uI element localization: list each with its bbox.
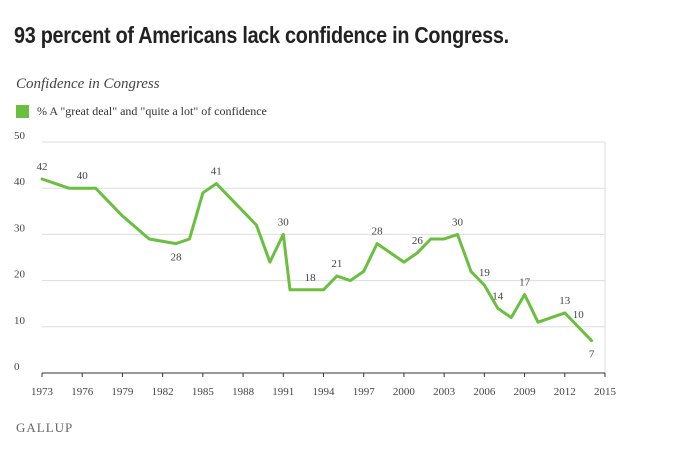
data-label-1991: 30	[278, 216, 290, 228]
data-label-2001: 26	[412, 235, 424, 247]
x-tick-label-2012: 2012	[554, 386, 576, 398]
data-label-2009: 17	[519, 276, 531, 288]
y-tick-label-50: 50	[14, 130, 26, 142]
chart-title: Confidence in Congress	[16, 76, 160, 92]
x-tick-label-2006: 2006	[473, 386, 496, 398]
x-tick-label-1988: 1988	[232, 386, 255, 398]
series-line-0	[40, 177, 594, 343]
y-tick-label-30: 30	[14, 222, 26, 234]
x-tick-label-1973: 1973	[31, 386, 54, 398]
data-label-2014: 7	[589, 349, 595, 361]
gallup-logo: GALLUP	[16, 420, 74, 435]
data-label-2004: 30	[452, 216, 464, 228]
data-label-2007: 14	[492, 290, 504, 302]
x-tick-label-1994: 1994	[313, 386, 336, 398]
x-tick-label-1982: 1982	[152, 386, 174, 398]
data-label-2013: 10	[573, 309, 585, 321]
data-label-1995: 21	[331, 258, 342, 270]
page-title: 93 percent of Americans lack confidence …	[14, 22, 509, 48]
data-label-1998: 28	[372, 226, 384, 238]
data-label-2006: 19	[479, 267, 491, 279]
data-label-1973: 42	[37, 161, 48, 173]
x-tick-label-2009: 2009	[514, 386, 537, 398]
x-tick-label-1997: 1997	[353, 386, 376, 398]
legend-swatch	[16, 105, 29, 118]
data-label-1993: 18	[305, 272, 317, 284]
x-tick-label-1991: 1991	[272, 386, 294, 398]
x-tick-label-2003: 2003	[433, 386, 456, 398]
data-label-1986: 41	[211, 166, 222, 178]
y-tick-label-10: 10	[14, 315, 26, 327]
y-tick-label-0: 0	[14, 361, 20, 373]
chart-legend: % A "great deal" and "quite a lot" of co…	[16, 104, 267, 119]
x-tick-label-1979: 1979	[111, 386, 134, 398]
x-tick-label-1985: 1985	[192, 386, 215, 398]
x-tick-label-2000: 2000	[393, 386, 416, 398]
data-label-2012: 13	[559, 295, 571, 307]
legend-label: % A "great deal" and "quite a lot" of co…	[37, 104, 267, 118]
y-tick-label-20: 20	[14, 269, 26, 281]
y-tick-label-40: 40	[14, 176, 26, 188]
x-tick-label-1976: 1976	[71, 386, 94, 398]
x-tick-label-2015: 2015	[594, 386, 617, 398]
data-label-1983: 28	[171, 252, 183, 264]
data-label-1976: 40	[77, 170, 89, 182]
